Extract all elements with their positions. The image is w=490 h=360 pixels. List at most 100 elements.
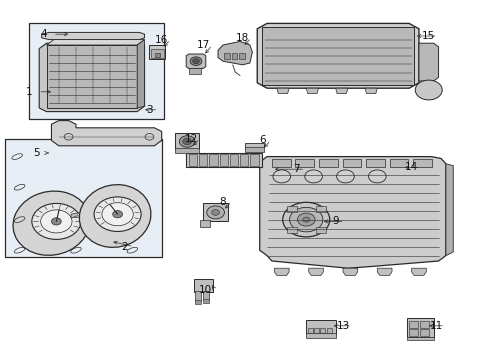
Bar	[240, 154, 248, 166]
Bar	[203, 203, 228, 221]
Bar	[319, 159, 338, 167]
Bar	[306, 333, 336, 338]
Polygon shape	[42, 32, 145, 40]
Bar	[200, 220, 210, 227]
Bar	[295, 159, 314, 167]
Bar	[155, 53, 160, 57]
Bar	[390, 159, 408, 167]
Polygon shape	[306, 88, 318, 94]
Text: 11: 11	[429, 321, 443, 331]
Circle shape	[113, 211, 122, 218]
Circle shape	[193, 59, 199, 64]
Polygon shape	[137, 40, 145, 108]
Bar	[232, 53, 237, 59]
Bar	[366, 159, 385, 167]
Bar	[413, 159, 432, 167]
Bar	[203, 291, 209, 300]
Circle shape	[94, 197, 141, 231]
Circle shape	[51, 218, 61, 225]
Bar	[245, 147, 264, 152]
Bar	[320, 328, 325, 333]
Polygon shape	[47, 40, 145, 45]
Bar	[420, 321, 429, 328]
Text: 9: 9	[332, 216, 339, 226]
Bar	[308, 328, 313, 333]
Polygon shape	[336, 88, 348, 94]
Ellipse shape	[79, 185, 151, 247]
Circle shape	[290, 207, 323, 232]
Bar	[407, 337, 434, 340]
Bar	[272, 159, 291, 167]
FancyBboxPatch shape	[29, 23, 164, 119]
Circle shape	[297, 213, 315, 226]
Polygon shape	[51, 121, 162, 146]
Circle shape	[283, 202, 330, 237]
Bar	[316, 206, 326, 212]
Text: 18: 18	[236, 33, 249, 43]
Bar	[151, 49, 164, 58]
Circle shape	[337, 170, 354, 183]
Bar	[245, 143, 264, 148]
Polygon shape	[412, 268, 426, 275]
Polygon shape	[277, 88, 289, 94]
Circle shape	[207, 206, 224, 219]
Text: 16: 16	[155, 35, 169, 45]
Bar	[316, 228, 326, 233]
Bar	[47, 45, 137, 108]
Bar	[343, 159, 361, 167]
Text: 12: 12	[184, 134, 198, 144]
Circle shape	[303, 217, 310, 222]
Bar	[195, 300, 201, 304]
Bar	[407, 318, 434, 337]
Polygon shape	[274, 268, 289, 275]
Bar	[409, 321, 418, 328]
Text: 17: 17	[196, 40, 210, 50]
Polygon shape	[260, 157, 446, 268]
Bar	[420, 329, 429, 336]
Bar	[149, 45, 165, 59]
Text: 10: 10	[199, 285, 212, 295]
Circle shape	[183, 138, 192, 145]
FancyBboxPatch shape	[5, 139, 162, 257]
Polygon shape	[71, 211, 103, 218]
Polygon shape	[186, 54, 206, 68]
Polygon shape	[39, 43, 145, 112]
Bar	[224, 53, 230, 59]
Polygon shape	[365, 88, 377, 94]
Polygon shape	[377, 268, 392, 275]
Text: 5: 5	[33, 148, 40, 158]
Polygon shape	[343, 268, 358, 275]
Bar	[250, 154, 259, 166]
Circle shape	[305, 170, 322, 183]
Bar	[186, 153, 262, 167]
Bar	[220, 154, 228, 166]
Bar	[175, 148, 199, 153]
Ellipse shape	[415, 80, 442, 100]
Circle shape	[179, 136, 195, 147]
Text: 4: 4	[41, 29, 48, 39]
Bar	[306, 320, 336, 334]
Text: 8: 8	[220, 197, 226, 207]
Bar	[287, 206, 296, 212]
Bar	[203, 299, 209, 303]
Bar	[209, 154, 218, 166]
Text: 6: 6	[259, 135, 266, 145]
Polygon shape	[257, 23, 419, 88]
Text: 7: 7	[293, 164, 300, 174]
Circle shape	[368, 170, 386, 183]
Text: 3: 3	[146, 105, 153, 115]
Bar	[262, 27, 414, 85]
Circle shape	[102, 203, 133, 226]
Circle shape	[190, 57, 202, 66]
Bar	[189, 154, 197, 166]
Circle shape	[273, 170, 291, 183]
Bar	[409, 329, 418, 336]
Bar	[195, 291, 201, 301]
Bar	[314, 328, 319, 333]
Circle shape	[32, 203, 81, 239]
Bar	[239, 53, 245, 59]
Text: 14: 14	[405, 162, 418, 172]
Polygon shape	[446, 164, 453, 256]
Bar	[189, 68, 201, 74]
Circle shape	[41, 210, 72, 233]
